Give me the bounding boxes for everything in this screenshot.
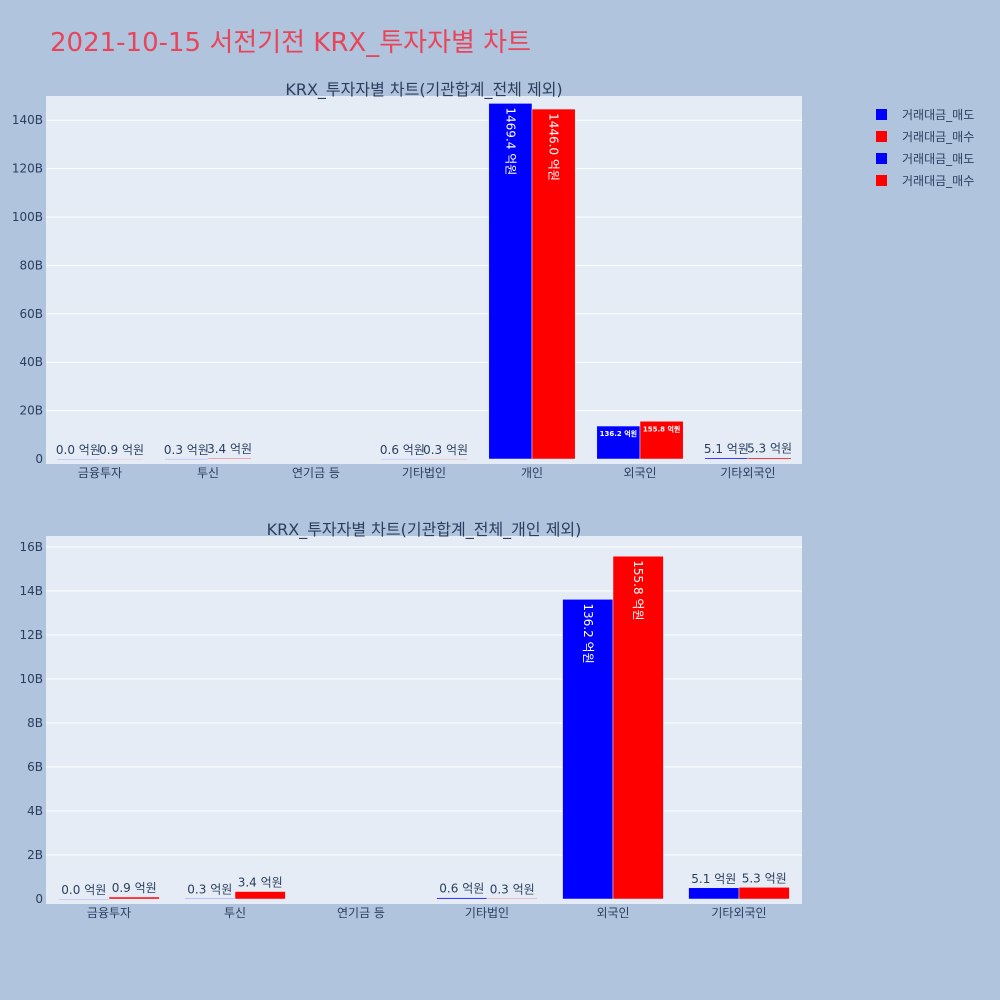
legend-swatch [876, 131, 887, 142]
data-label: 0.6 억원 [439, 882, 484, 896]
x-tick-label: 외국인 [623, 466, 656, 480]
bar [639, 421, 684, 460]
x-tick-label: 기타법인 [465, 906, 509, 920]
bar [436, 897, 488, 900]
chart-2: KRX_투자자별 차트(기관합계_전체_개인 제외) 0 2B 4B 6B 8B 10B 12… [19, 520, 802, 920]
y-tick-label: 16B [19, 540, 43, 554]
y-tick-label: 40B [19, 355, 43, 369]
y-tick-label: 140B [12, 113, 43, 127]
chart-title: KRX_투자자별 차트(기관합계_전체 제외) [285, 80, 562, 100]
y-tick-label: 14B [19, 584, 43, 598]
bar [738, 887, 790, 900]
page-title: 2021-10-15 서전기전 KRX_투자자별 차트 [50, 28, 532, 58]
y-tick-label: 120B [12, 162, 43, 176]
y-tick-label: 0 [35, 452, 43, 466]
legend-swatch [876, 175, 887, 186]
data-label: 0.3 억원 [490, 882, 535, 896]
y-tick-label: 10B [19, 672, 43, 686]
bar [108, 896, 160, 900]
x-tick-label: 기타법인 [402, 466, 446, 480]
data-label: 0.3 억원 [187, 882, 232, 896]
y-tick-label: 80B [19, 258, 43, 272]
bar [531, 108, 576, 460]
data-label: 0.0 억원 [56, 443, 101, 457]
bar [562, 599, 614, 900]
bar [380, 458, 425, 460]
legend-label: 거래대금_매도 [902, 152, 974, 166]
data-label: 0.3 억원 [164, 443, 209, 457]
legend-swatch [876, 153, 887, 164]
data-label: 1469.4 억원 [503, 107, 517, 175]
y-tick-label: 20B [19, 404, 43, 418]
data-label: 5.1 억원 [704, 442, 749, 456]
legend-label: 거래대금_매도 [902, 108, 974, 122]
y-tick-label: 4B [27, 804, 43, 818]
legend-label: 거래대금_매수 [902, 174, 974, 188]
data-label: 136.2 억원 [581, 603, 595, 663]
data-label: 0.0 억원 [61, 883, 106, 897]
data-label: 0.3 억원 [423, 443, 468, 457]
y-tick-label: 12B [19, 628, 43, 642]
bar [612, 555, 664, 900]
bar [56, 458, 101, 460]
bar [747, 457, 792, 460]
x-tick-label: 투신 [197, 466, 219, 480]
bar [596, 425, 641, 460]
bar [423, 458, 468, 460]
data-label: 155.8 억원 [631, 560, 645, 620]
bar [688, 887, 740, 900]
y-tick-label: 0 [35, 892, 43, 906]
data-label: 0.9 억원 [99, 443, 144, 457]
y-tick-label: 6B [27, 760, 43, 774]
data-label: 155.8 억원 [643, 424, 680, 433]
y-tick-label: 100B [12, 210, 43, 224]
data-label: 5.3 억원 [742, 871, 787, 885]
x-tick-label: 기타외국인 [711, 906, 766, 920]
x-tick-label: 금융투자 [87, 906, 131, 920]
x-tick-label: 기타외국인 [720, 466, 775, 480]
bar [58, 898, 110, 900]
chart-1: KRX_투자자별 차트(기관합계_전체 제외) 0 20B 40B 60B 80B 100B… [12, 80, 802, 480]
y-tick-label: 60B [19, 307, 43, 321]
y-tick-label: 8B [27, 716, 43, 730]
data-label: 5.3 억원 [747, 442, 792, 456]
bar [99, 458, 144, 460]
x-tick-label: 연기금 등 [337, 906, 385, 920]
chart-title: KRX_투자자별 차트(기관합계_전체_개인 제외) [267, 520, 582, 540]
plot-area [46, 536, 802, 904]
bar [207, 457, 252, 460]
data-label: 3.4 억원 [238, 876, 283, 890]
x-tick-label: 외국인 [596, 906, 629, 920]
data-label: 136.2 억원 [600, 429, 637, 438]
bar [234, 891, 286, 900]
legend-swatch [876, 109, 887, 120]
data-label: 0.6 억원 [380, 443, 425, 457]
bar [488, 103, 533, 460]
data-label: 1446.0 억원 [547, 113, 561, 181]
y-tick-label: 2B [27, 848, 43, 862]
plot-area [46, 96, 802, 464]
data-label: 5.1 억원 [691, 872, 736, 886]
data-label: 3.4 억원 [207, 442, 252, 456]
x-tick-label: 개인 [521, 466, 543, 480]
data-label: 0.9 억원 [112, 881, 157, 895]
x-tick-label: 투신 [224, 906, 246, 920]
legend-label: 거래대금_매수 [902, 130, 974, 144]
bar [184, 898, 236, 900]
bar [486, 898, 538, 900]
bar [704, 457, 749, 460]
x-tick-label: 금융투자 [78, 466, 122, 480]
bar [164, 458, 209, 460]
x-tick-label: 연기금 등 [292, 466, 340, 480]
